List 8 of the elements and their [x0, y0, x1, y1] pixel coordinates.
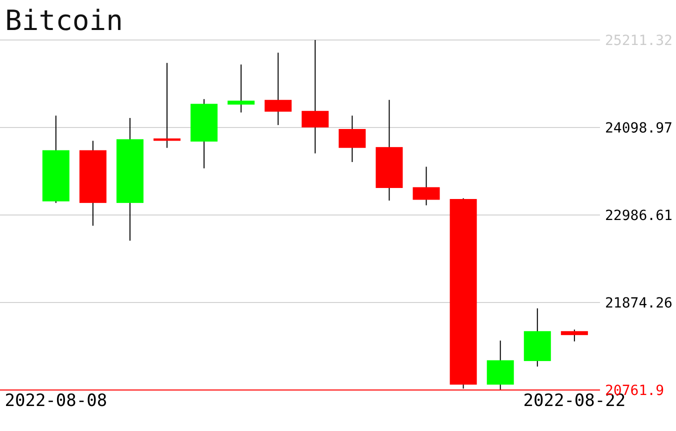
x-tick-label: 2022-08-08 [4, 391, 108, 412]
y-tick-label: 22986.61 [605, 208, 672, 224]
y-tick-label: 24098.97 [605, 120, 672, 136]
y-tick-label: 21874.26 [605, 295, 672, 312]
chart-title: Bitcoin [5, 4, 124, 37]
candlestick [154, 62, 181, 148]
candlestick [228, 64, 255, 113]
candlestick [264, 52, 292, 126]
